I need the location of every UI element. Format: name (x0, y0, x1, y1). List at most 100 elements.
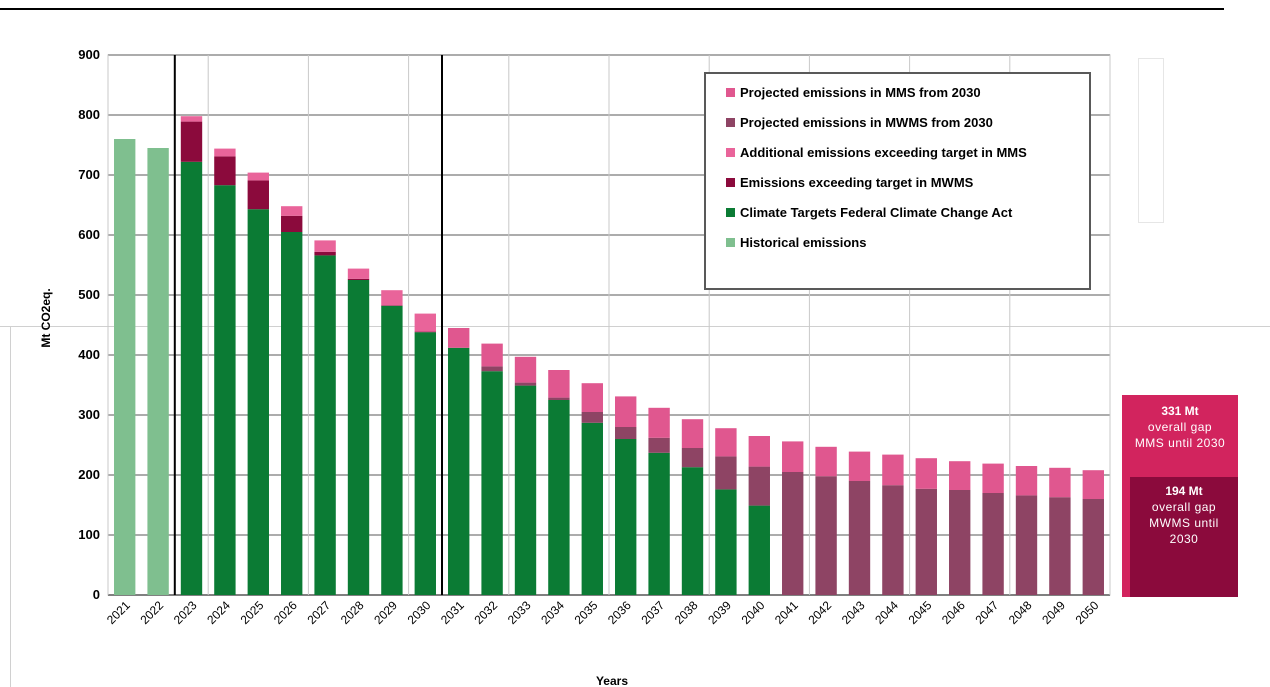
x-tick-label: 2047 (972, 598, 1001, 627)
y-tick-label: 300 (78, 407, 100, 422)
bar-segment (381, 305, 403, 306)
legend-frame (704, 72, 1091, 290)
x-tick-label: 2029 (371, 598, 400, 627)
bar-segment (681, 419, 704, 448)
bar-segment (748, 466, 770, 506)
bar-segment (314, 255, 336, 595)
x-tick-label: 2035 (572, 598, 601, 627)
bar-segment (648, 437, 670, 453)
y-axis-ticks: 0 100 200 300 400 500 600 700 800 900 (78, 47, 100, 602)
bar-segment (581, 412, 603, 423)
bar-segment (314, 251, 336, 256)
bar-segment (514, 382, 537, 386)
y-tick-label: 500 (78, 287, 100, 302)
background-panel (1138, 58, 1164, 223)
legend-swatch (726, 238, 735, 247)
x-tick-label: 2044 (872, 598, 901, 627)
bar-segment (882, 485, 904, 595)
legend-label: Emissions exceeding target in MWMS (740, 175, 974, 190)
bar-segment (514, 385, 537, 595)
bar-segment (882, 454, 904, 486)
bar-segment (782, 472, 804, 595)
legend-label: Projected emissions in MMS from 2030 (740, 85, 981, 100)
bar-segment (180, 116, 203, 122)
bar-segment (848, 451, 871, 481)
bar-segment (615, 396, 637, 427)
bar-segment (949, 490, 971, 595)
bar-segment (414, 332, 436, 595)
bar-segment (748, 436, 770, 467)
period-divider-lines (173, 55, 443, 595)
x-tick-label: 2042 (805, 598, 834, 627)
y-tick-label: 900 (78, 47, 100, 62)
x-tick-label: 2040 (739, 598, 768, 627)
bars (114, 116, 1104, 596)
legend-swatch (726, 178, 735, 187)
x-tick-label: 2046 (939, 598, 968, 627)
y-tick-label: 200 (78, 467, 100, 482)
bar-segment (414, 313, 436, 332)
bar-segment (1015, 466, 1038, 496)
y-axis-title: Mt CO2eq. (39, 288, 53, 347)
bar-segment (1049, 467, 1071, 498)
gap-mms-desc-1: overall gap (1147, 420, 1213, 434)
x-tick-label: 2036 (605, 598, 634, 627)
bar-segment (982, 463, 1004, 493)
bar-segment (748, 505, 770, 595)
bar-segment (581, 422, 603, 595)
x-tick-label: 2048 (1006, 598, 1035, 627)
x-tick-label: 2045 (906, 598, 935, 627)
bar-segment (715, 489, 737, 595)
legend-swatch (726, 88, 735, 97)
bar-segment (114, 139, 136, 595)
gap-mms-amount: 331 Mt (1161, 404, 1199, 418)
x-tick-label: 2050 (1073, 598, 1102, 627)
bar-segment (648, 452, 670, 595)
bar-segment (347, 280, 370, 595)
gap-mwms-desc-3: 2030 (1169, 532, 1199, 546)
x-tick-label: 2038 (672, 598, 701, 627)
y-tick-label: 600 (78, 227, 100, 242)
bar-segment (648, 407, 670, 438)
background-divider (0, 326, 1270, 327)
legend-swatch (726, 118, 735, 127)
x-tick-label: 2027 (304, 598, 333, 627)
bar-segment (314, 240, 336, 252)
legend-label: Projected emissions in MWMS from 2030 (740, 115, 993, 130)
x-tick-label: 2041 (772, 598, 801, 627)
gap-mwms-desc-1: overall gap (1151, 500, 1217, 514)
bar-segment (180, 121, 203, 162)
y-tick-label: 700 (78, 167, 100, 182)
bar-segment (548, 397, 570, 400)
top-rule (0, 8, 1224, 10)
bar-segment (214, 185, 236, 595)
bar-segment (581, 383, 603, 412)
y-tick-label: 800 (78, 107, 100, 122)
bar-segment (381, 290, 403, 306)
gap-mms-desc-2: MMS until 2030 (1134, 436, 1226, 450)
bar-segment (448, 347, 470, 595)
x-axis-title: Years (596, 674, 628, 687)
bar-segment (949, 461, 971, 490)
legend-swatch (726, 148, 735, 157)
x-tick-label: 2034 (538, 598, 567, 627)
legend-label: Historical emissions (740, 235, 866, 250)
bar-segment (214, 148, 236, 157)
legend-label: Additional emissions exceeding target in… (740, 145, 1027, 160)
bar-segment (681, 467, 704, 595)
bar-segment (514, 356, 537, 383)
bar-segment (815, 446, 837, 477)
x-tick-label: 2021 (104, 598, 133, 627)
bar-segment (915, 458, 937, 489)
bar-segment (715, 428, 737, 457)
x-tick-label: 2039 (705, 598, 734, 627)
bar-segment (715, 456, 737, 490)
bar-segment (414, 331, 436, 333)
gap-mwms-amount: 194 Mt (1165, 484, 1203, 498)
gap-box-mwms: 194 Mt overall gap MWMS until 2030 (1130, 477, 1238, 597)
bar-segment (214, 156, 236, 186)
bar-segment (615, 427, 637, 439)
y-tick-label: 100 (78, 527, 100, 542)
bar-segment (481, 366, 503, 372)
